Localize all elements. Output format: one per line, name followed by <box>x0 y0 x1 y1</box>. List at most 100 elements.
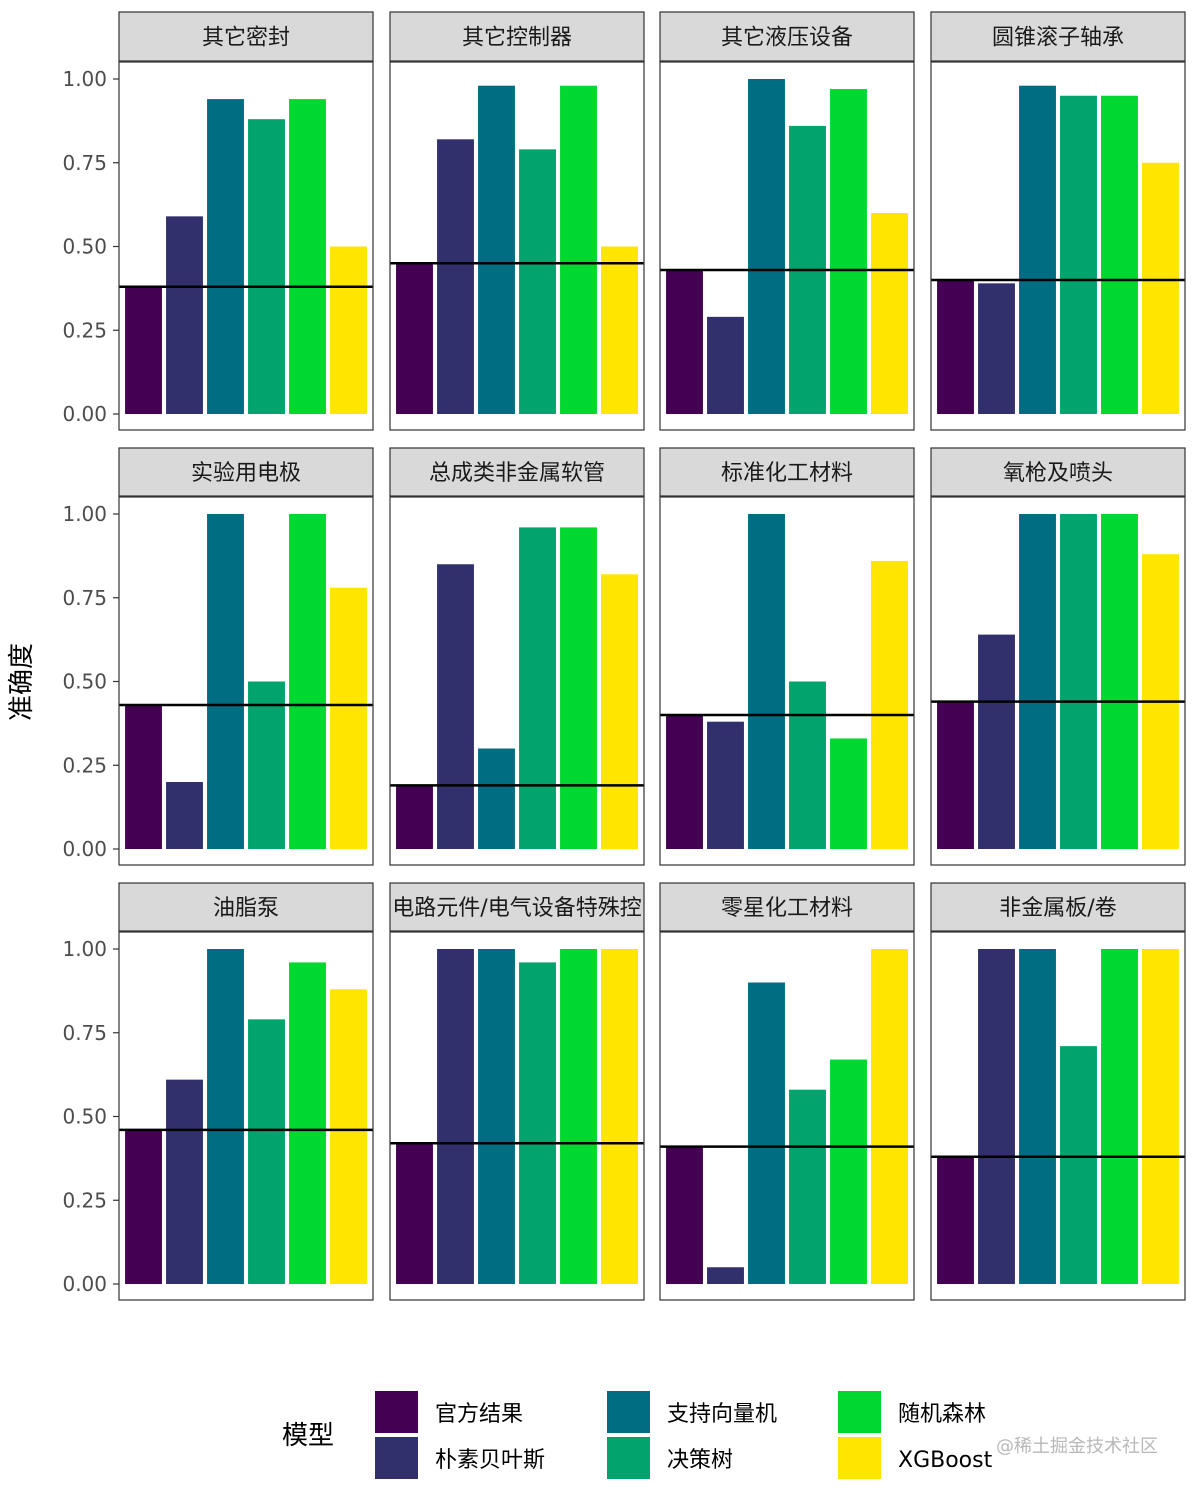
bar-2 <box>478 85 515 414</box>
bar-2 <box>207 514 244 849</box>
bar-1 <box>707 721 744 849</box>
bar-0 <box>125 704 162 849</box>
y-tick-label: 0.50 <box>62 1105 107 1129</box>
bar-4 <box>289 99 326 414</box>
facet-title: 圆锥滚子轴承 <box>992 26 1124 51</box>
bar-5 <box>871 949 908 1284</box>
legend-label-2: 支持向量机 <box>667 1402 777 1427</box>
panel-border <box>930 496 1186 866</box>
facet-title: 实验用电极 <box>191 461 301 486</box>
facet-panel: 标准化工材料 <box>659 447 915 866</box>
bar-3 <box>789 681 826 849</box>
legend-key-2 <box>607 1391 650 1433</box>
bar-0 <box>937 1156 974 1284</box>
bar-0 <box>666 269 703 414</box>
y-tick-label: 0.00 <box>62 1272 107 1296</box>
facet-title: 其它液压设备 <box>721 26 853 51</box>
panel-border <box>659 931 915 1301</box>
bar-3 <box>789 1089 826 1284</box>
panel-border <box>389 496 645 866</box>
y-tick-label: 1.00 <box>62 937 107 961</box>
y-tick-label: 0.75 <box>62 586 107 610</box>
bar-5 <box>871 560 908 849</box>
facet-panel: 其它液压设备 <box>659 11 915 431</box>
legend-label-1: 朴素贝叶斯 <box>435 1448 545 1473</box>
facet-title: 其它控制器 <box>462 26 572 51</box>
bar-1 <box>707 1267 744 1284</box>
bar-3 <box>248 1019 285 1284</box>
facet-strip <box>389 447 645 497</box>
facet-panel: 其它密封 0.00 0.25 0.50 0.75 1.00 <box>62 11 374 431</box>
bar-4 <box>560 949 597 1284</box>
bar-0 <box>396 1143 433 1284</box>
facet-panel: 电路元件/电气设备特殊控 <box>389 882 645 1301</box>
facet-title: 非金属板/卷 <box>999 896 1116 921</box>
facet-strip <box>659 447 915 497</box>
bar-5 <box>601 246 638 414</box>
panel-border <box>389 61 645 431</box>
facet-title: 油脂泵 <box>213 896 279 921</box>
facet-strip <box>118 11 374 62</box>
facet-title: 氧枪及喷头 <box>1003 461 1113 486</box>
bar-5 <box>601 574 638 849</box>
bar-3 <box>1060 514 1097 849</box>
panel-border <box>930 61 1186 431</box>
legend-label-3: 决策树 <box>667 1448 733 1473</box>
y-tick-label: 0.00 <box>62 402 107 426</box>
bar-4 <box>560 85 597 414</box>
bar-2 <box>478 949 515 1284</box>
facets-layer: 其它密封 0.00 0.25 0.50 0.75 1.00 其它控制器 其它液压设备 圆锥滚子轴… <box>62 11 1186 1301</box>
y-tick-label: 0.50 <box>62 670 107 694</box>
y-axis-label: 准确度 <box>7 643 37 721</box>
bar-1 <box>978 634 1015 849</box>
bar-5 <box>330 989 367 1284</box>
y-tick-label: 0.25 <box>62 318 107 342</box>
bar-4 <box>1101 95 1138 414</box>
legend-label-5: XGBoost <box>898 1448 993 1473</box>
bar-2 <box>1019 514 1056 849</box>
y-tick-label: 0.25 <box>62 1188 107 1212</box>
facet-panel: 非金属板/卷 <box>930 882 1186 1301</box>
panel-border <box>659 496 915 866</box>
y-tick-label: 0.50 <box>62 235 107 259</box>
legend-key-0 <box>375 1391 418 1433</box>
bar-0 <box>396 263 433 414</box>
legend-title: 模型 <box>282 1421 334 1451</box>
bar-4 <box>830 89 867 415</box>
bar-0 <box>937 701 974 849</box>
bar-1 <box>437 564 474 849</box>
legend-key-5 <box>838 1437 881 1479</box>
facet-strip <box>659 11 915 62</box>
legend-key-4 <box>838 1391 881 1433</box>
bar-4 <box>1101 514 1138 849</box>
bar-4 <box>560 527 597 849</box>
facet-strip <box>930 882 1186 932</box>
bar-3 <box>1060 95 1097 414</box>
y-tick-label: 0.00 <box>62 837 107 861</box>
facet-strip <box>118 447 374 497</box>
bar-4 <box>1101 949 1138 1284</box>
bar-1 <box>978 283 1015 414</box>
bar-5 <box>1142 949 1179 1284</box>
legend-key-3 <box>607 1437 650 1479</box>
bar-2 <box>207 99 244 414</box>
bar-1 <box>166 782 203 849</box>
bar-1 <box>437 139 474 415</box>
y-tick-label: 0.75 <box>62 151 107 175</box>
facet-strip <box>389 882 645 932</box>
bar-5 <box>601 949 638 1284</box>
bar-2 <box>478 748 515 849</box>
y-tick-label: 0.75 <box>62 1021 107 1045</box>
bar-2 <box>748 982 785 1284</box>
bar-3 <box>248 119 285 414</box>
facet-panel: 氧枪及喷头 <box>930 447 1186 866</box>
facet-title: 其它密封 <box>202 26 290 51</box>
facet-panel: 总成类非金属软管 <box>389 447 645 866</box>
bar-1 <box>978 949 1015 1284</box>
facet-strip <box>389 11 645 62</box>
panel-border <box>389 931 645 1301</box>
bar-1 <box>166 216 203 414</box>
bar-1 <box>437 949 474 1284</box>
bar-2 <box>207 949 244 1284</box>
